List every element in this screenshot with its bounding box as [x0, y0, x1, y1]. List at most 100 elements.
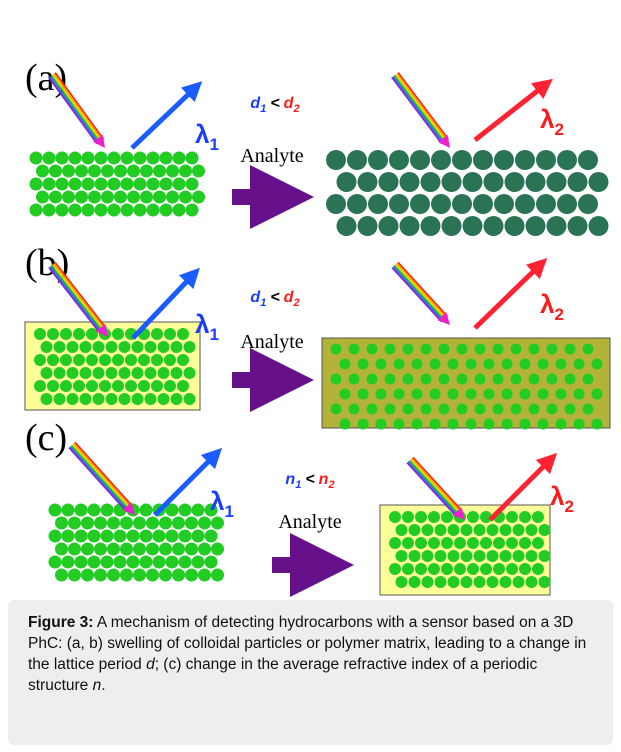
particle: [86, 328, 98, 340]
particle: [151, 380, 163, 392]
particle: [547, 374, 558, 385]
particle: [81, 569, 94, 582]
wavelength-subscript: 2: [564, 497, 573, 516]
rainbow-ray: [398, 262, 448, 316]
particle: [94, 517, 107, 530]
particle: [133, 517, 146, 530]
rainbow-ray: [49, 77, 97, 144]
particle: [133, 543, 146, 556]
particle: [49, 191, 62, 204]
particle: [467, 563, 479, 575]
particle: [68, 543, 81, 556]
particle: [467, 511, 479, 523]
particle: [49, 530, 62, 543]
relation-sub: 1: [295, 479, 301, 491]
rainbow-ray: [397, 74, 447, 141]
particle: [177, 380, 189, 392]
particle: [127, 556, 140, 569]
particle: [60, 380, 72, 392]
particle: [441, 511, 453, 523]
rainbow-ray: [53, 75, 101, 142]
particle: [138, 354, 150, 366]
particle: [403, 374, 414, 385]
particle: [185, 517, 198, 530]
particle: [120, 517, 133, 530]
particle: [442, 172, 462, 192]
particle: [520, 419, 531, 430]
particle: [47, 380, 59, 392]
particle: [526, 216, 546, 236]
particle: [402, 537, 414, 549]
particle: [145, 393, 157, 405]
particle: [108, 152, 121, 165]
particle: [49, 556, 62, 569]
particle: [114, 556, 127, 569]
particle: [448, 389, 459, 400]
particle: [474, 576, 486, 588]
particle: [403, 404, 414, 415]
particle: [506, 511, 518, 523]
particle: [179, 165, 192, 178]
particle: [54, 393, 66, 405]
particle: [574, 359, 585, 370]
particle: [41, 393, 53, 405]
particle: [106, 341, 118, 353]
particle: [158, 341, 170, 353]
particle: [532, 563, 544, 575]
particle: [198, 569, 211, 582]
particle: [205, 530, 218, 543]
particle: [480, 563, 492, 575]
particle: [592, 389, 603, 400]
particle: [493, 344, 504, 355]
particle: [153, 530, 166, 543]
particle: [340, 389, 351, 400]
particle: [430, 419, 441, 430]
particle: [145, 341, 157, 353]
particle: [36, 191, 49, 204]
particle: [121, 152, 134, 165]
particle: [171, 367, 183, 379]
rainbow-ray: [53, 265, 104, 331]
particle: [368, 194, 388, 214]
particle: [473, 150, 493, 170]
particle: [159, 517, 172, 530]
particle: [173, 178, 186, 191]
particle: [349, 344, 360, 355]
particle: [529, 404, 540, 415]
wavelength-symbol: λ: [550, 481, 565, 511]
particle: [164, 380, 176, 392]
wavelength-label: λ2: [540, 289, 564, 324]
particle: [457, 374, 468, 385]
wavelength-symbol: λ: [195, 119, 210, 149]
particle: [107, 517, 120, 530]
particle: [158, 393, 170, 405]
particle: [519, 511, 531, 523]
wavelength-subscript: 2: [554, 120, 563, 139]
particle: [326, 150, 346, 170]
particle: [67, 367, 79, 379]
particle: [506, 563, 518, 575]
particle: [326, 194, 346, 214]
particle: [511, 344, 522, 355]
particle: [379, 216, 399, 236]
particle: [177, 354, 189, 366]
particle: [56, 152, 69, 165]
particle: [428, 511, 440, 523]
particle: [153, 191, 166, 204]
particle: [589, 216, 609, 236]
particle: [526, 576, 538, 588]
particle: [487, 550, 499, 562]
particle: [62, 504, 75, 517]
particle: [41, 341, 53, 353]
particle: [134, 152, 147, 165]
particle: [55, 543, 68, 556]
particle: [556, 389, 567, 400]
particle: [88, 165, 101, 178]
relation: n1<n2: [285, 471, 334, 491]
particle: [536, 150, 556, 170]
particle: [125, 380, 137, 392]
particle: [435, 524, 447, 536]
particle: [127, 530, 140, 543]
particle: [43, 204, 56, 217]
particle: [538, 419, 549, 430]
